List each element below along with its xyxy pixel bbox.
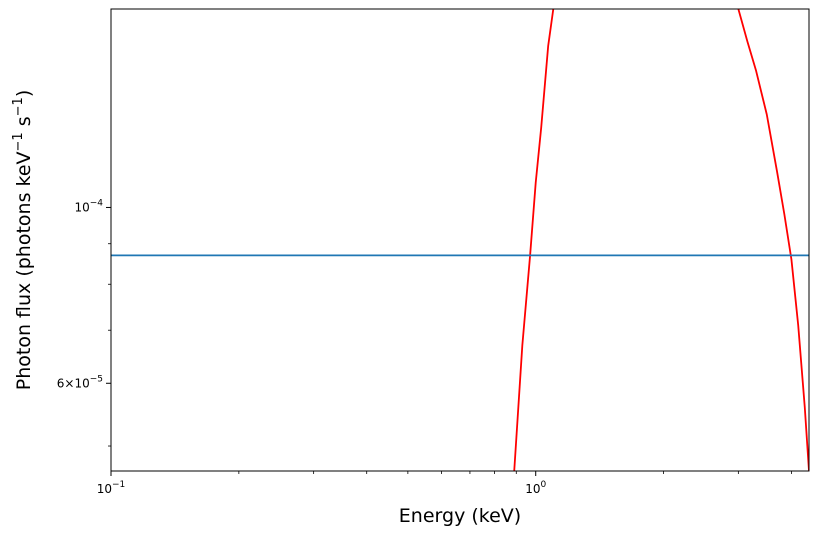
series-line-0: [513, 9, 555, 471]
x-axis-label: Energy (keV): [399, 505, 521, 527]
y-tick-label-0: 10−4: [74, 198, 103, 214]
x-tick-label-0: 10−1: [97, 480, 126, 496]
y-axis-label-exp1: −1: [11, 132, 26, 151]
y-axis-label-mid: s: [13, 116, 35, 132]
y-axis-label-end: ): [13, 90, 35, 97]
axes-frame: [110, 8, 810, 472]
plot-area: [111, 9, 809, 471]
y-tick-label-exp-1: −5: [90, 374, 103, 384]
series-line-1: [737, 9, 809, 471]
y-tick-label-base-0: 10: [74, 200, 89, 214]
x-tick-label-base-1: 10: [525, 482, 540, 496]
y-axis-label: Photon flux (photons keV−1 s−1): [11, 90, 35, 391]
y-axis-label-main: Photon flux (photons keV: [13, 151, 35, 390]
y-tick-label-exp-0: −4: [90, 198, 104, 208]
y-axis-label-exp2: −1: [11, 97, 26, 116]
x-tick-label-exp-0: −1: [112, 480, 125, 490]
x-tick-label-exp-1: 0: [540, 480, 546, 490]
y-tick-label-1: 6×10−5: [57, 374, 103, 390]
x-tick-label-base-0: 10: [97, 482, 112, 496]
x-tick-label-1: 100: [525, 480, 546, 496]
y-tick-label-base-1: 6×10: [57, 376, 90, 390]
